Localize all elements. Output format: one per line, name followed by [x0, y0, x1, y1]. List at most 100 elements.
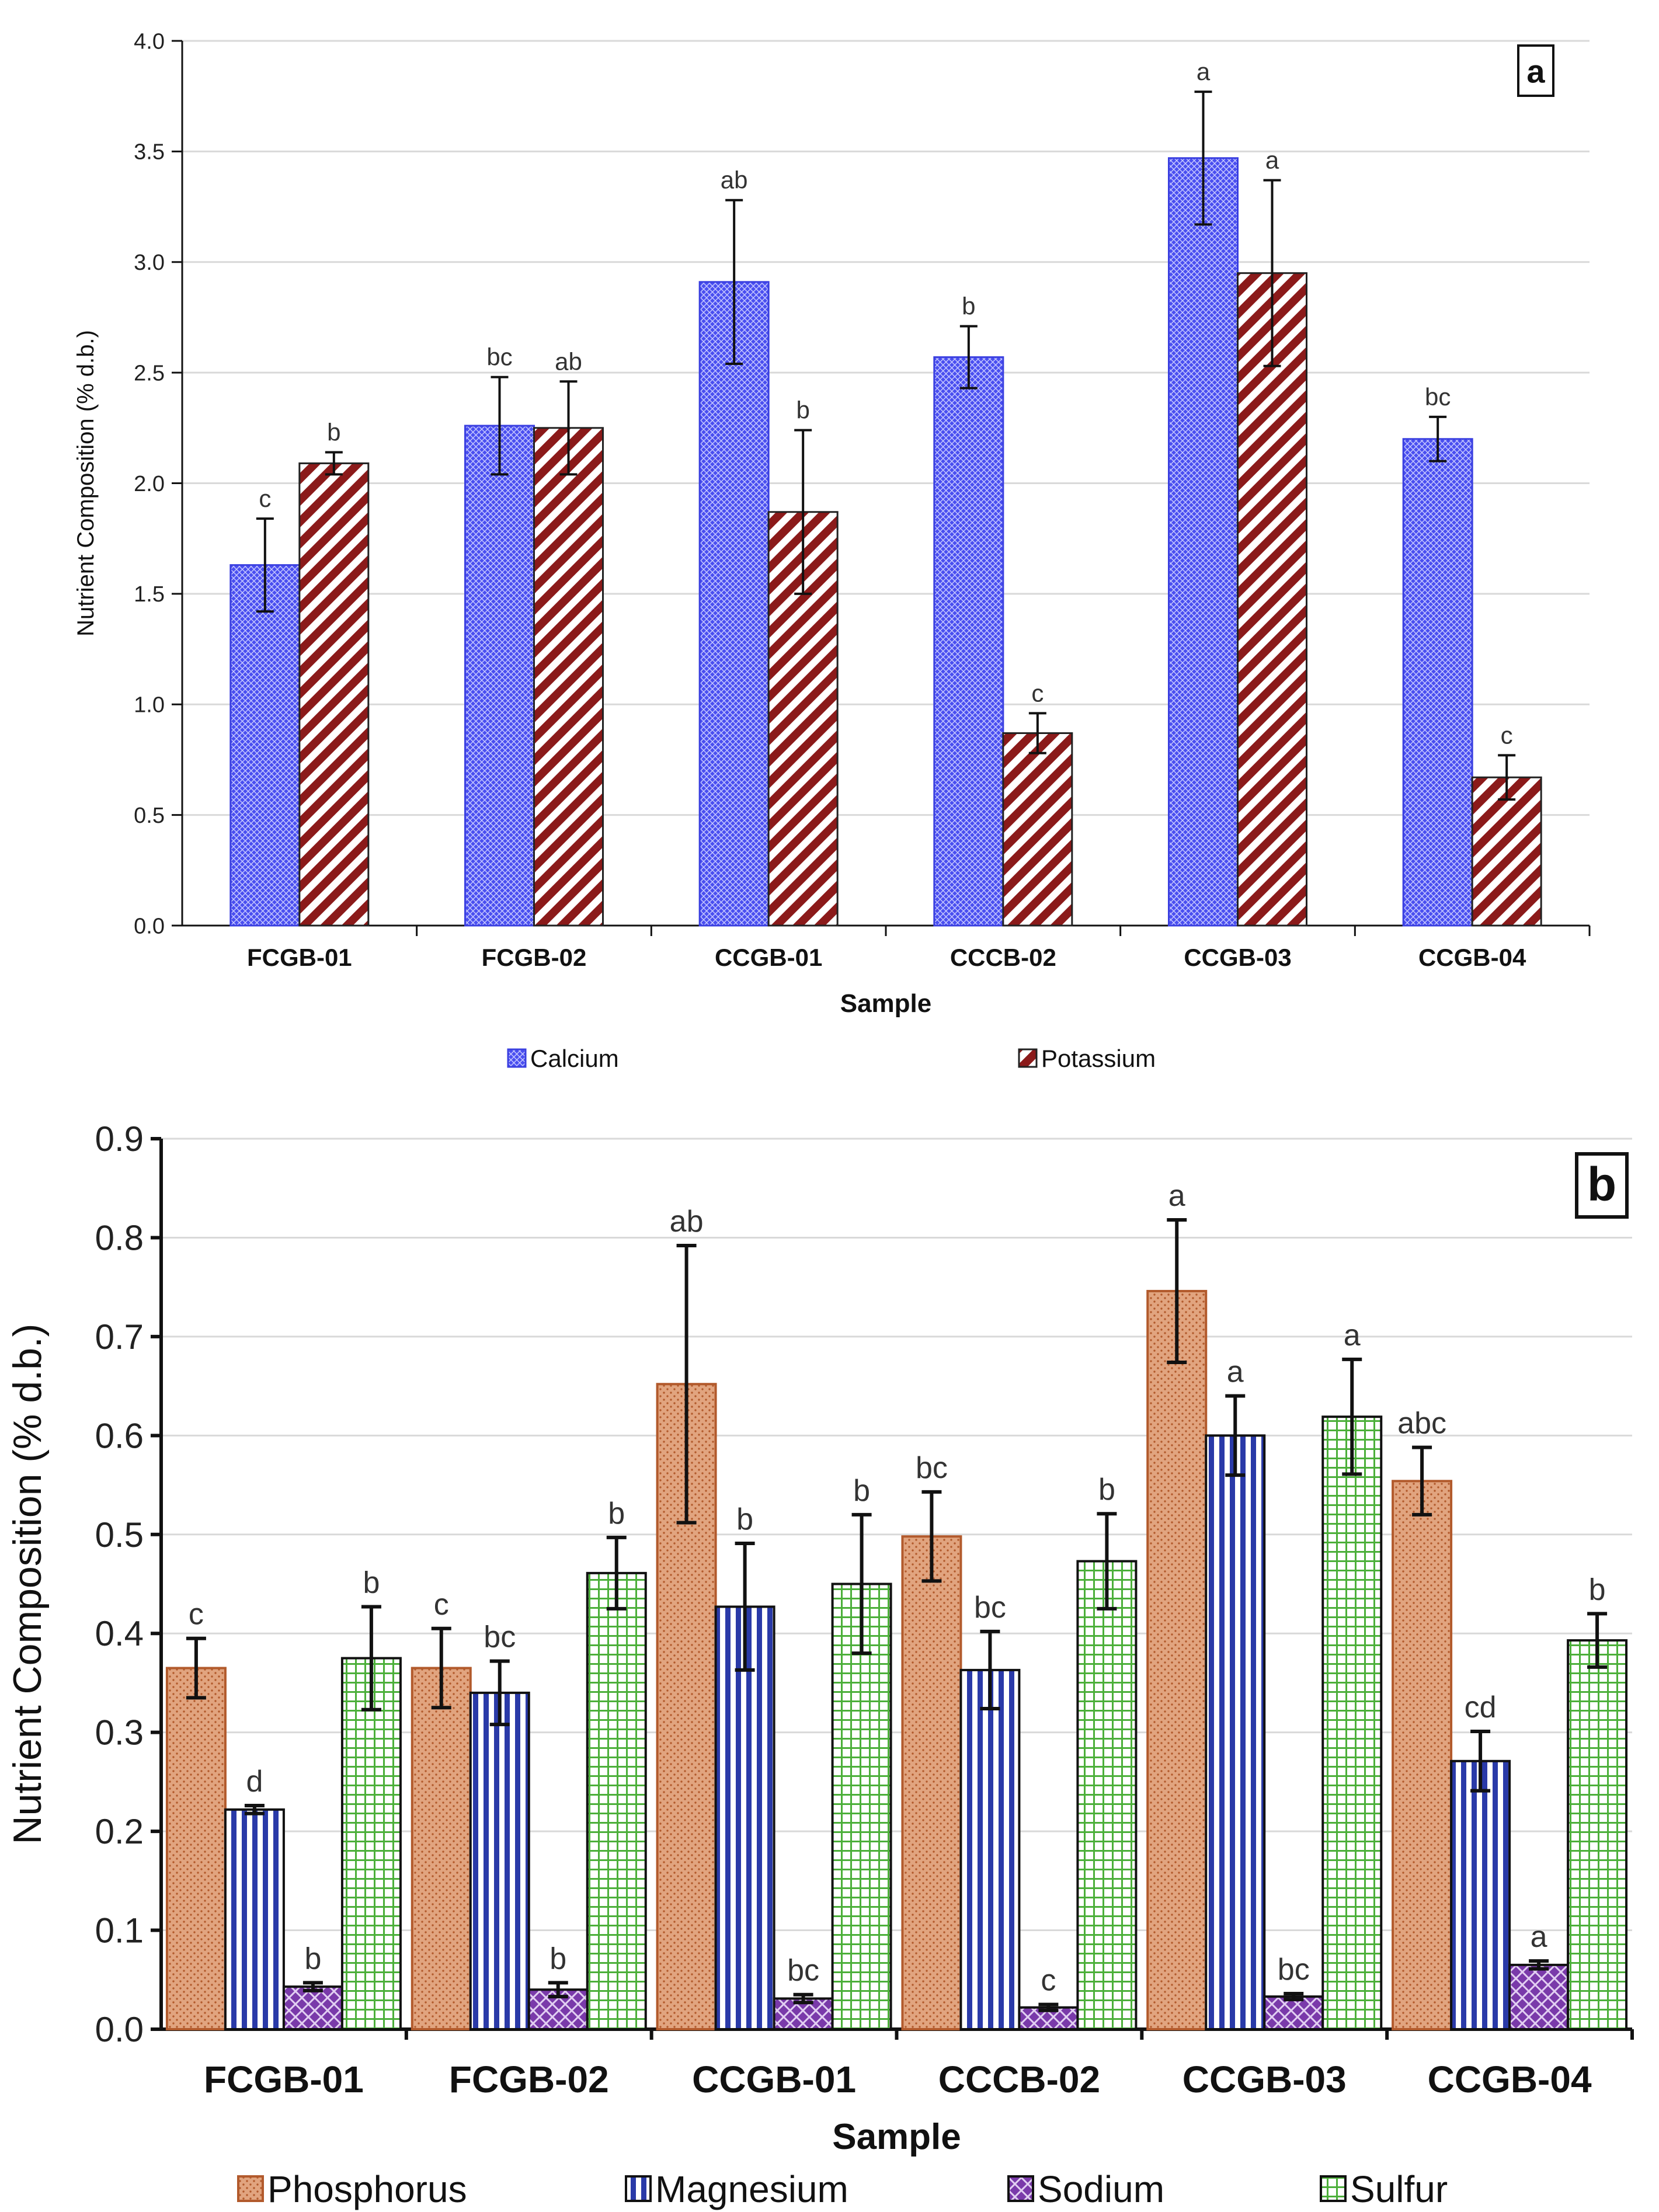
bar-calcium: [1168, 157, 1239, 927]
significance-letter: bc: [787, 1954, 819, 1988]
x-tick-label: FCGB-02: [449, 2058, 609, 2100]
significance-letter: b: [853, 1474, 870, 1508]
y-tick-label: 0.0: [95, 2010, 144, 2049]
y-tick-label: 0.9: [95, 1119, 144, 1159]
y-tick-label: 0.1: [95, 1911, 144, 1950]
bar-potassium: [1002, 732, 1073, 927]
panel-label: a: [1526, 53, 1545, 90]
y-tick-label: 0.8: [95, 1218, 144, 1257]
legend-label-phosphorus: Phosphorus: [267, 2168, 467, 2210]
bar-sulfur: [831, 1583, 892, 2030]
y-tick-label: 2.5: [134, 361, 165, 385]
bar-calcium: [933, 356, 1004, 927]
panel-label-box: [1575, 1152, 1629, 1219]
panel-label-box: [1517, 44, 1554, 97]
x-tick-label: FCGB-01: [247, 944, 352, 971]
y-tick-label: 0.7: [95, 1317, 144, 1357]
bar-phosphorus: [165, 1667, 227, 2031]
significance-letter: bc: [916, 1451, 948, 1485]
bar-phosphorus: [411, 1667, 472, 2031]
significance-letter: b: [608, 1497, 625, 1531]
x-tick-label: CCGB-01: [715, 944, 822, 971]
x-tick-label: CCGB-01: [692, 2058, 856, 2100]
significance-letter: d: [246, 1765, 263, 1799]
bar-sodium: [282, 1985, 343, 2031]
significance-letter: a: [1197, 58, 1211, 85]
y-tick-label: 3.0: [134, 251, 165, 275]
legend-label-sulfur: Sulfur: [1350, 2168, 1448, 2210]
legend-swatch-calcium: [507, 1048, 527, 1068]
bar-calcium: [229, 564, 301, 927]
bar-magnesium: [1450, 1759, 1511, 2031]
bar-phosphorus: [1146, 1289, 1208, 2030]
y-tick-label: 0.5: [134, 804, 165, 828]
y-tick-label: 0.2: [95, 1812, 144, 1851]
panel-label: b: [1587, 1158, 1616, 1211]
y-axis-title: Nutrient Composition (% d.b.): [73, 330, 99, 637]
bar-potassium: [298, 462, 370, 927]
x-tick-label: CCGB-03: [1184, 944, 1291, 971]
significance-letter: bc: [974, 1591, 1006, 1625]
y-tick-label: 0.0: [134, 914, 165, 938]
legend-label-sodium: Sodium: [1038, 2168, 1164, 2210]
y-tick-label: 3.5: [134, 140, 165, 165]
significance-letter: b: [304, 1942, 321, 1976]
significance-letter: c: [259, 485, 271, 512]
significance-letter: c: [1041, 1964, 1056, 1998]
bar-calcium: [1402, 438, 1473, 927]
bar-sulfur: [1321, 1415, 1383, 2030]
bar-sulfur: [1567, 1639, 1628, 2030]
legend-swatch-phosphorus: [237, 2175, 264, 2202]
bar-potassium: [533, 427, 604, 927]
significance-letter: bc: [1425, 383, 1451, 411]
x-tick-label: CCGB-04: [1418, 944, 1526, 971]
chart-panel-b: 0.00.10.20.30.40.50.60.70.80.9cdbbFCGB-0…: [5, 1119, 1634, 2210]
significance-letter: cd: [1465, 1691, 1497, 1724]
y-tick-label: 0.6: [95, 1416, 144, 1455]
x-tick-label: CCGB-03: [1182, 2058, 1347, 2100]
x-tick-label: CCCB-02: [950, 944, 1056, 971]
significance-letter: bc: [1278, 1953, 1310, 1987]
x-tick-label: CCCB-02: [938, 2058, 1100, 2100]
significance-letter: abc: [1397, 1407, 1446, 1441]
legend-label-potassium: Potassium: [1041, 1045, 1156, 1072]
significance-letter: bc: [484, 1620, 516, 1654]
bar-magnesium: [714, 1605, 775, 2030]
y-tick-label: 1.5: [134, 582, 165, 607]
bar-magnesium: [959, 1668, 1021, 2031]
bar-potassium: [1471, 776, 1542, 927]
significance-letter: a: [1531, 1920, 1547, 1954]
bar-phosphorus: [1392, 1480, 1453, 2031]
legend-swatch-sulfur: [1320, 2175, 1347, 2202]
bar-calcium: [698, 281, 770, 927]
significance-letter: a: [1344, 1319, 1361, 1352]
significance-letter: b: [1589, 1573, 1606, 1606]
bar-sulfur: [586, 1571, 647, 2030]
significance-letter: c: [434, 1588, 449, 1622]
y-tick-label: 0.5: [95, 1515, 144, 1554]
bar-magnesium: [1205, 1434, 1266, 2030]
significance-letter: a: [1265, 147, 1279, 174]
legend-swatch-potassium: [1018, 1048, 1038, 1068]
y-tick-label: 4.0: [134, 29, 165, 54]
bar-magnesium: [224, 1808, 285, 2030]
legend-label-magnesium: Magnesium: [655, 2168, 848, 2210]
significance-letter: a: [1168, 1179, 1185, 1213]
significance-letter: ab: [721, 166, 748, 194]
significance-letter: ab: [555, 347, 582, 375]
x-axis-title: Sample: [840, 989, 932, 1018]
bar-potassium: [1237, 272, 1307, 927]
bar-sodium: [1263, 1995, 1324, 2030]
significance-letter: c: [1031, 679, 1044, 707]
y-tick-label: 1.0: [134, 693, 165, 718]
legend-label-calcium: Calcium: [530, 1045, 619, 1072]
significance-letter: b: [549, 1942, 566, 1976]
x-tick-label: FCGB-02: [482, 944, 587, 971]
significance-letter: bc: [486, 343, 512, 371]
significance-letter: b: [736, 1503, 753, 1536]
y-axis-title: Nutrient Composition (% d.b.): [5, 1324, 50, 1845]
bar-phosphorus: [901, 1535, 962, 2031]
bar-magnesium: [469, 1691, 530, 2030]
